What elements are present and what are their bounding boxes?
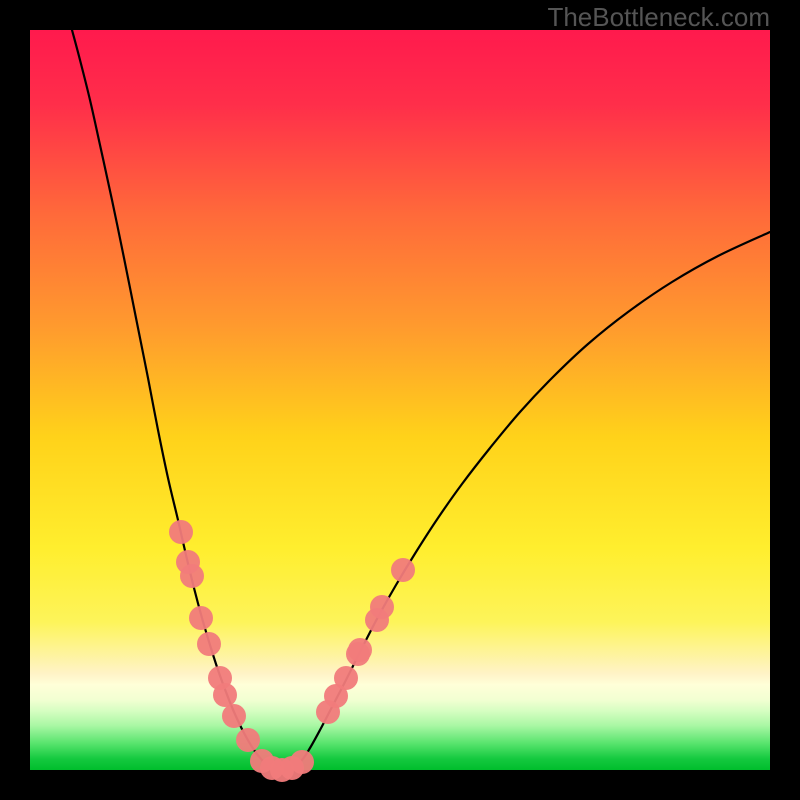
watermark-text: TheBottleneck.com xyxy=(547,2,770,33)
chart-root: TheBottleneck.com xyxy=(0,0,800,800)
data-point xyxy=(348,638,372,662)
data-point xyxy=(213,683,237,707)
chart-svg xyxy=(0,0,800,800)
data-point xyxy=(180,564,204,588)
data-point xyxy=(334,666,358,690)
data-point xyxy=(236,728,260,752)
data-point xyxy=(391,558,415,582)
data-point xyxy=(189,606,213,630)
data-point xyxy=(169,520,193,544)
data-point xyxy=(370,595,394,619)
data-point xyxy=(197,632,221,656)
plot-background xyxy=(30,30,770,770)
data-point xyxy=(290,750,314,774)
data-point xyxy=(222,704,246,728)
